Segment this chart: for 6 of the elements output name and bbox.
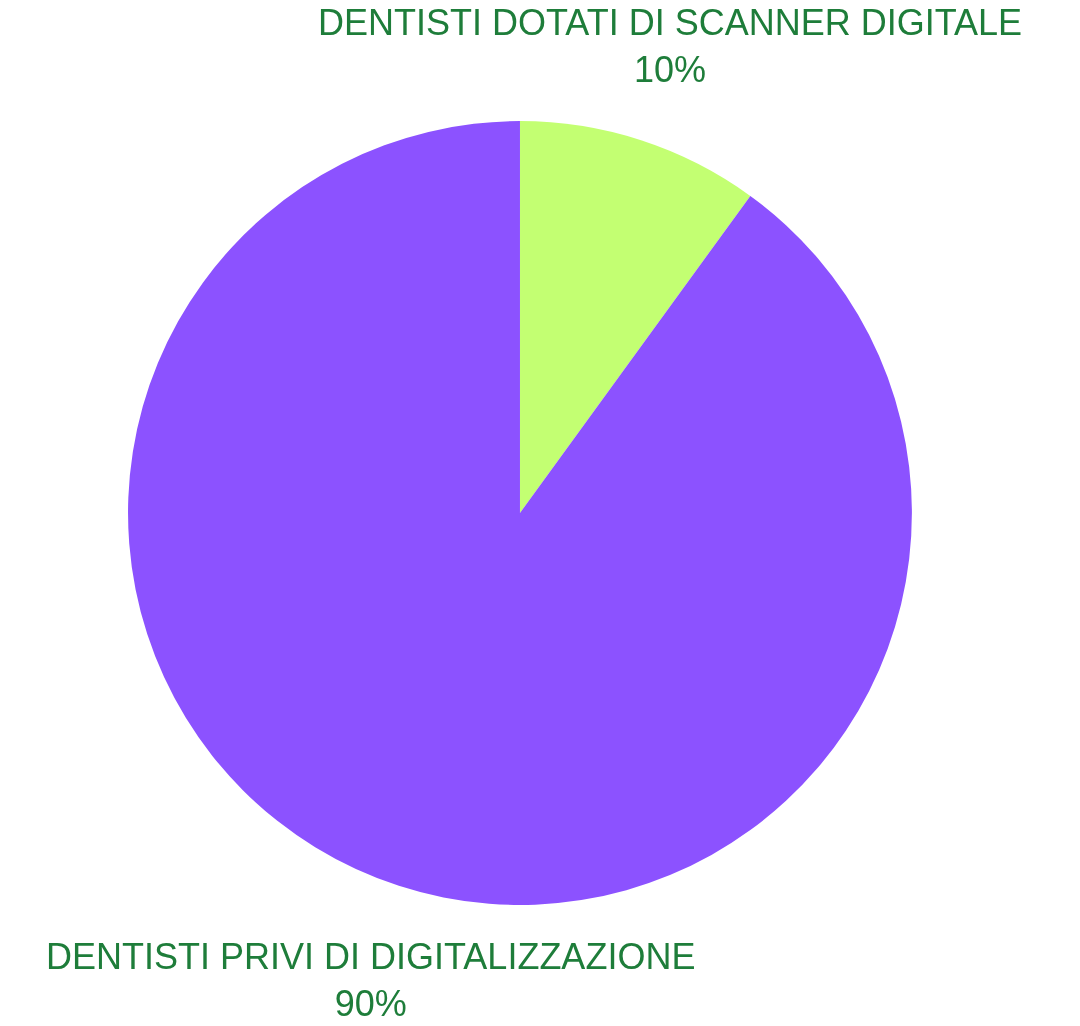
pie-slice (519, 121, 751, 513)
data-label: 90% (334, 982, 407, 1024)
slice-label: DENTISTI DOTATI DI SCANNER DIGITALE (318, 2, 1023, 43)
slice-label: DENTISTI PRIVI DI DIGITALIZZAZIONE (46, 936, 696, 977)
pie-slice (128, 121, 912, 905)
data-label: 10% (634, 48, 707, 90)
